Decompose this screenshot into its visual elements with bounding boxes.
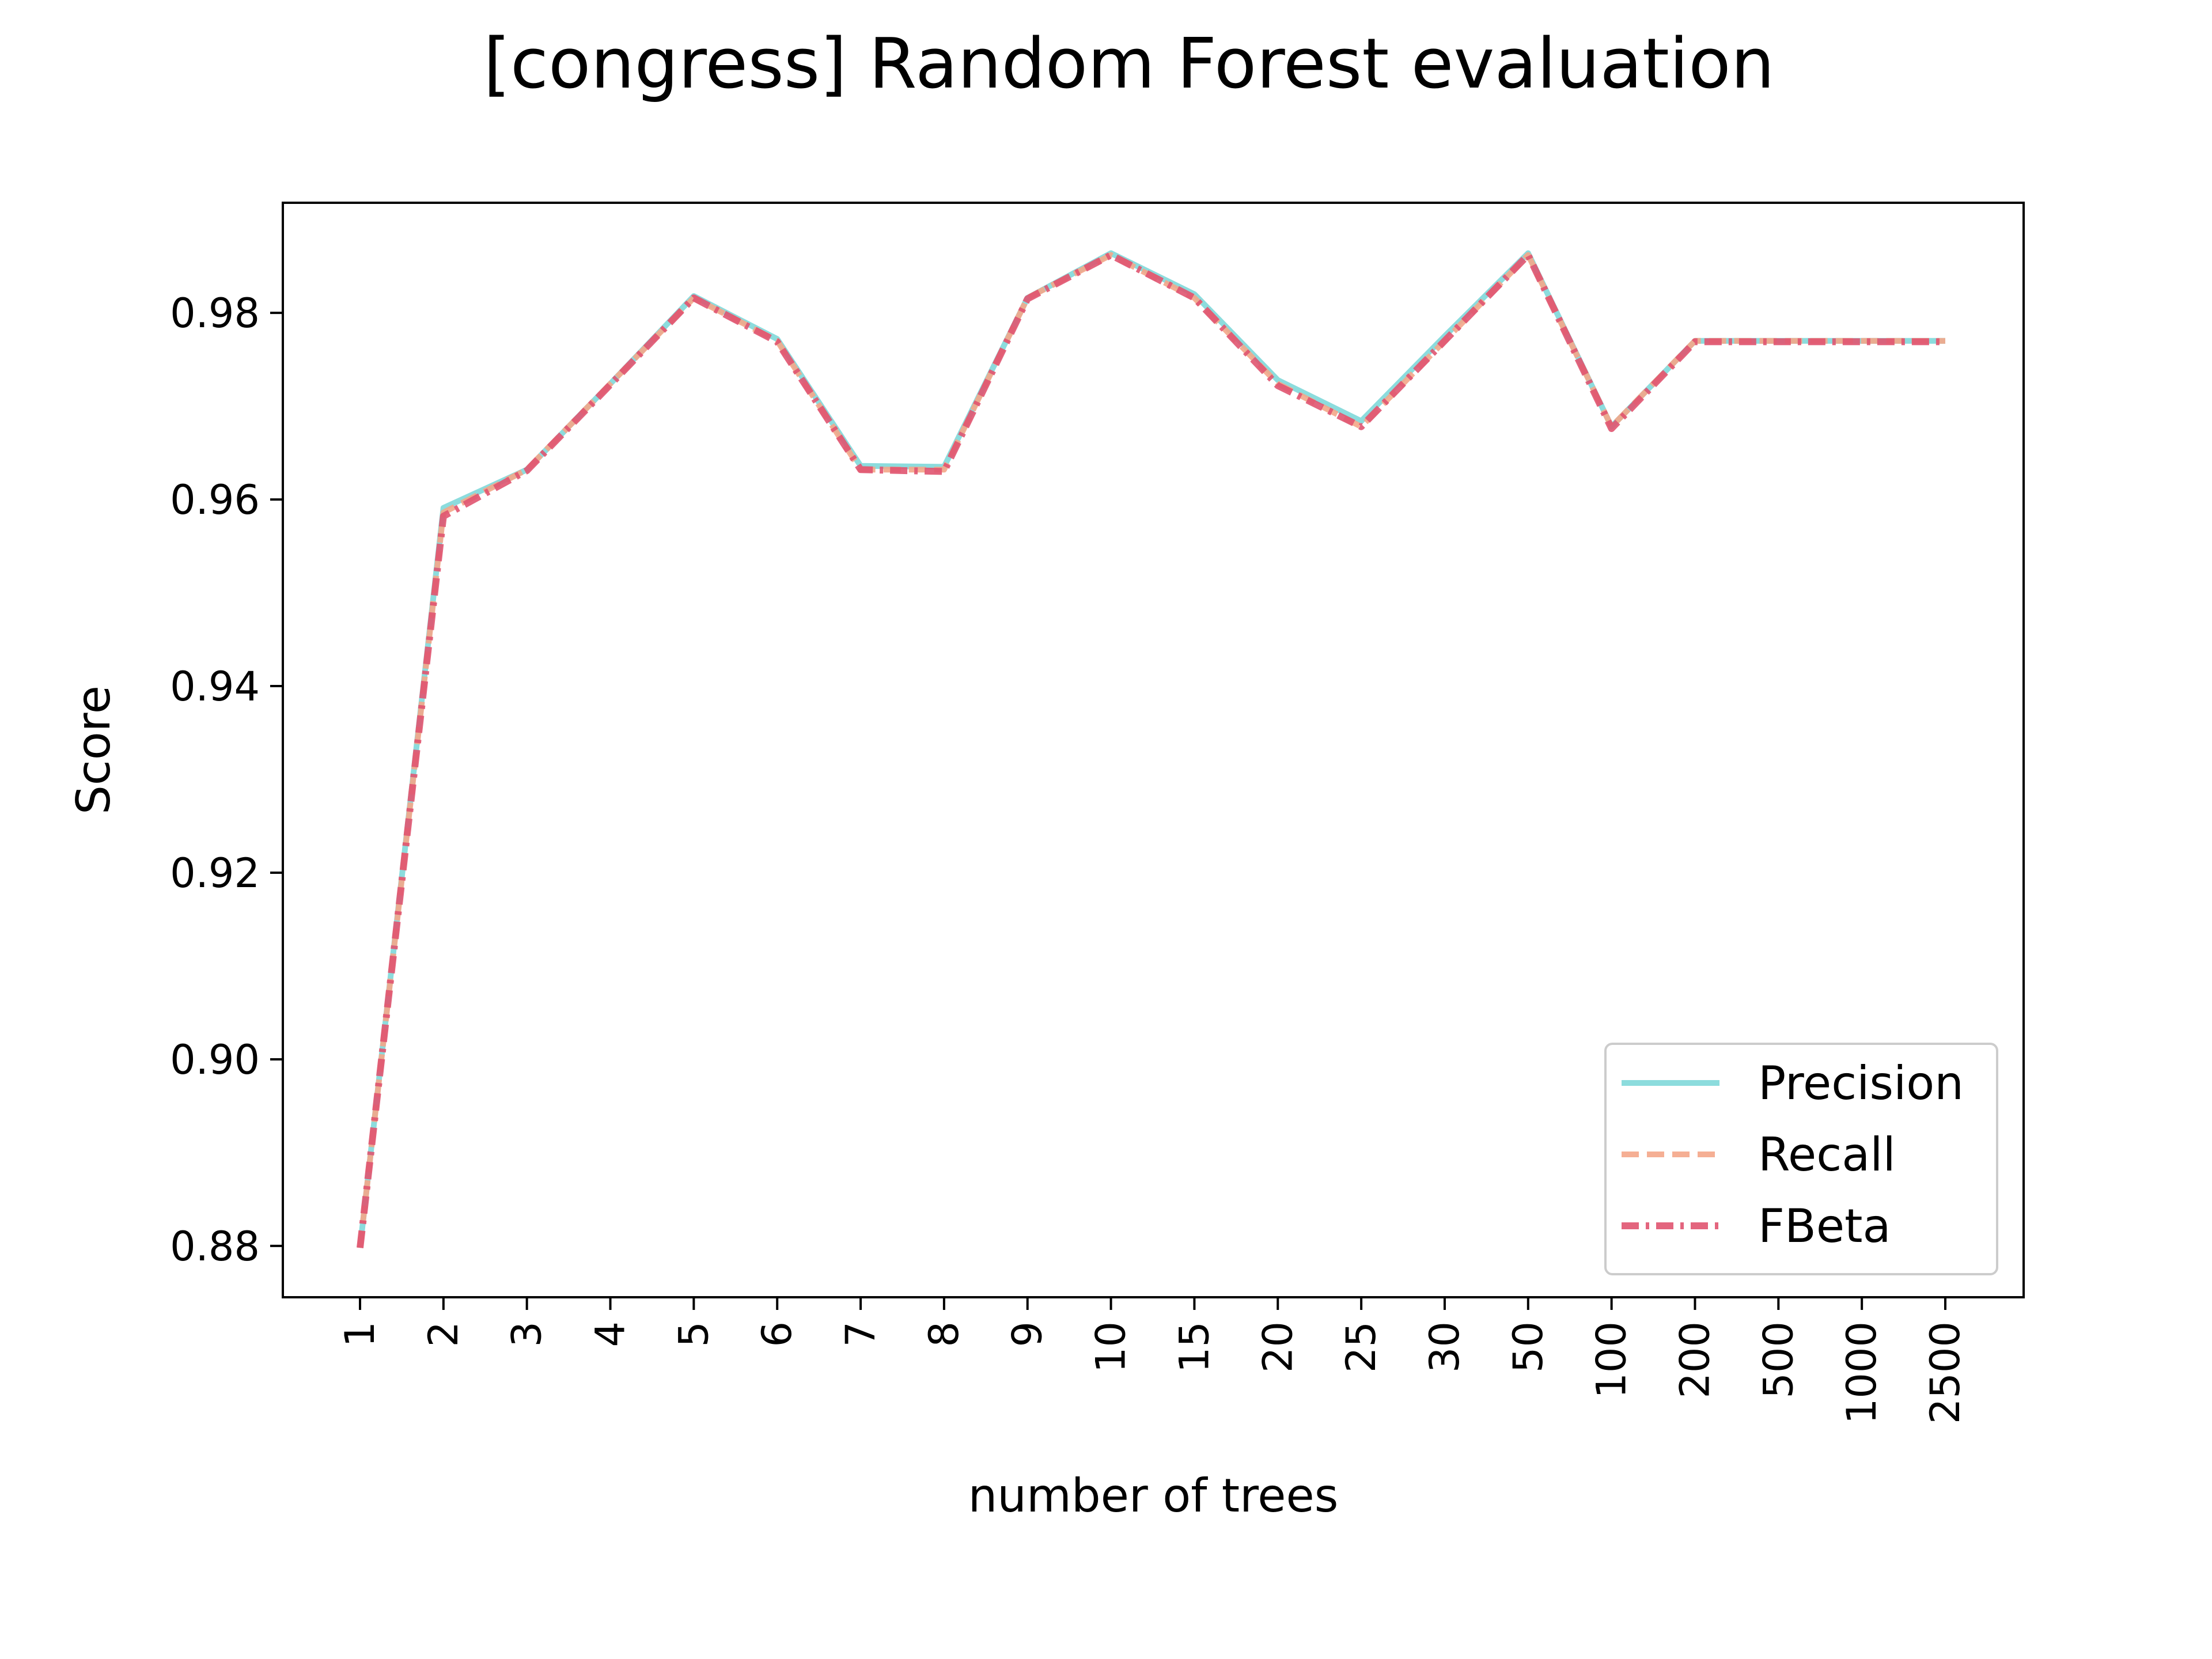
x-tick-label: 500 [1755, 1321, 1802, 1399]
y-axis-label: Score [67, 685, 120, 815]
x-axis-label: number of trees [968, 1469, 1339, 1522]
y-tick-label: 0.92 [170, 850, 260, 897]
legend: Precision Recall FBeta [1604, 1043, 1998, 1275]
x-tick-label: 2 [420, 1321, 467, 1347]
y-tick-label: 0.98 [170, 290, 260, 337]
x-tick-label: 20 [1254, 1321, 1301, 1373]
legend-label-recall: Recall [1758, 1128, 1896, 1181]
x-tick-label: 25 [1338, 1321, 1385, 1373]
x-tick-label: 8 [921, 1321, 968, 1347]
x-tick-label: 6 [753, 1321, 801, 1347]
legend-label-precision: Precision [1758, 1056, 1964, 1110]
legend-label-fbeta: FBeta [1758, 1199, 1891, 1253]
y-tick-label: 0.90 [170, 1036, 260, 1084]
chart-title: [congress] Random Forest evaluation [483, 24, 1775, 104]
x-tick-label: 10 [1088, 1321, 1135, 1373]
x-tick-label: 15 [1171, 1321, 1218, 1373]
y-axis-ticks: 0.88 0.90 0.92 0.94 0.96 0.98 [170, 290, 283, 1270]
legend-box [1604, 1043, 1998, 1275]
plot-frame [282, 202, 2025, 1298]
x-tick-label: 200 [1671, 1321, 1718, 1399]
y-tick-label: 0.88 [170, 1223, 260, 1270]
x-tick-label: 7 [837, 1321, 884, 1347]
x-tick-label: 1000 [1838, 1321, 1885, 1424]
y-tick-label: 0.94 [170, 663, 260, 710]
x-tick-label: 5 [670, 1321, 717, 1347]
x-tick-label: 30 [1421, 1321, 1468, 1373]
x-tick-label: 3 [503, 1321, 551, 1347]
x-tick-label: 4 [587, 1321, 634, 1347]
x-axis-ticks: 1 2 3 4 5 6 7 8 9 10 15 20 25 30 50 100 200 500 1000 2500 [336, 1297, 1969, 1424]
legend-items: Precision Recall FBeta [1622, 1056, 1964, 1253]
x-tick-label: 50 [1505, 1321, 1552, 1373]
x-tick-label: 2500 [1922, 1321, 1969, 1424]
x-tick-label: 9 [1004, 1321, 1051, 1347]
y-tick-label: 0.96 [170, 476, 260, 524]
x-tick-label: 1 [336, 1321, 384, 1347]
series-line-fbeta [357, 251, 1945, 1248]
x-tick-label: 100 [1588, 1321, 1635, 1399]
series-lines [357, 250, 1945, 1248]
